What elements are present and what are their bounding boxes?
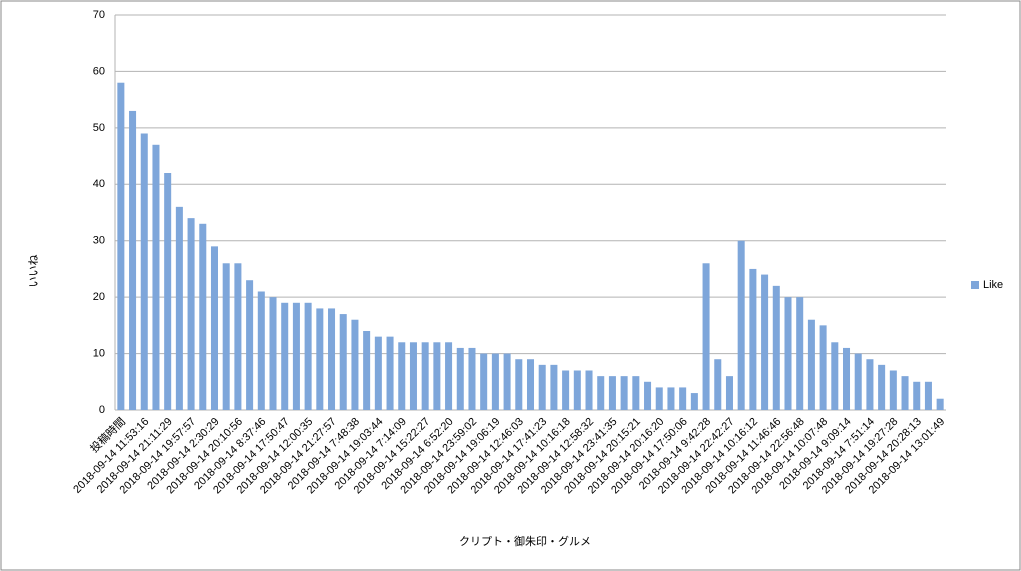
bar — [889, 370, 897, 410]
bar — [386, 336, 394, 410]
bar — [129, 110, 137, 410]
bar — [807, 319, 815, 410]
bar — [936, 398, 944, 410]
bar — [445, 342, 453, 410]
y-tick-label: 30 — [93, 235, 105, 247]
bar — [632, 376, 640, 410]
y-tick-label: 10 — [93, 347, 105, 359]
bar — [772, 285, 780, 410]
bar — [901, 376, 909, 410]
bar — [292, 302, 300, 410]
y-tick-label: 20 — [93, 291, 105, 303]
bar — [620, 376, 628, 410]
bar — [644, 381, 652, 410]
bar — [433, 342, 441, 410]
bar — [667, 387, 675, 410]
y-tick-label: 0 — [99, 404, 105, 416]
bar — [339, 314, 347, 410]
bar — [550, 364, 558, 410]
bar — [269, 297, 277, 410]
bar — [843, 347, 851, 410]
bar — [503, 353, 511, 410]
bar — [608, 376, 616, 410]
bar — [749, 268, 757, 410]
bar — [374, 336, 382, 410]
bar — [316, 308, 324, 410]
bar — [222, 263, 230, 410]
bar — [913, 381, 921, 410]
bar — [562, 370, 570, 410]
legend-label: Like — [983, 279, 1003, 291]
bar — [924, 381, 932, 410]
bar — [526, 359, 535, 410]
bar — [655, 387, 663, 410]
bar — [702, 263, 710, 410]
bar — [796, 297, 804, 410]
bar — [187, 218, 195, 410]
bar — [714, 359, 722, 410]
bar — [538, 364, 546, 410]
bar — [210, 246, 218, 410]
bar — [878, 364, 886, 410]
bar — [117, 82, 125, 410]
bar — [761, 274, 769, 410]
bar — [304, 302, 312, 410]
bar — [866, 359, 874, 410]
bar — [351, 319, 359, 410]
bar — [480, 353, 488, 410]
bar — [679, 387, 687, 410]
bar — [831, 342, 839, 410]
bar — [854, 353, 862, 410]
y-tick-label: 50 — [93, 122, 105, 134]
bar — [737, 240, 745, 410]
bar — [491, 353, 499, 410]
bar — [234, 263, 242, 410]
bar — [246, 280, 254, 410]
legend-swatch — [971, 281, 979, 289]
bar — [573, 370, 581, 410]
bar — [281, 302, 289, 410]
bar — [456, 347, 464, 410]
bar — [819, 325, 827, 410]
bar — [398, 342, 406, 410]
bar — [784, 297, 792, 410]
bar — [363, 331, 371, 410]
bar — [199, 223, 207, 410]
bar — [585, 370, 593, 410]
bar — [515, 359, 523, 410]
bar — [140, 133, 148, 410]
bar — [421, 342, 429, 410]
bar — [690, 393, 698, 410]
bar — [725, 376, 733, 410]
bar — [152, 144, 160, 411]
bar — [164, 173, 172, 410]
bar — [257, 291, 265, 410]
y-tick-label: 40 — [93, 178, 105, 190]
y-tick-label: 60 — [93, 65, 105, 77]
bar — [409, 342, 417, 410]
y-axis-title: いいね — [27, 255, 40, 288]
x-axis-title: クリプト・御朱印・グルメ — [459, 534, 591, 548]
bar — [597, 376, 605, 410]
bar — [328, 308, 336, 410]
y-tick-label: 70 — [93, 9, 105, 21]
bar — [468, 347, 476, 410]
bar — [175, 206, 183, 410]
